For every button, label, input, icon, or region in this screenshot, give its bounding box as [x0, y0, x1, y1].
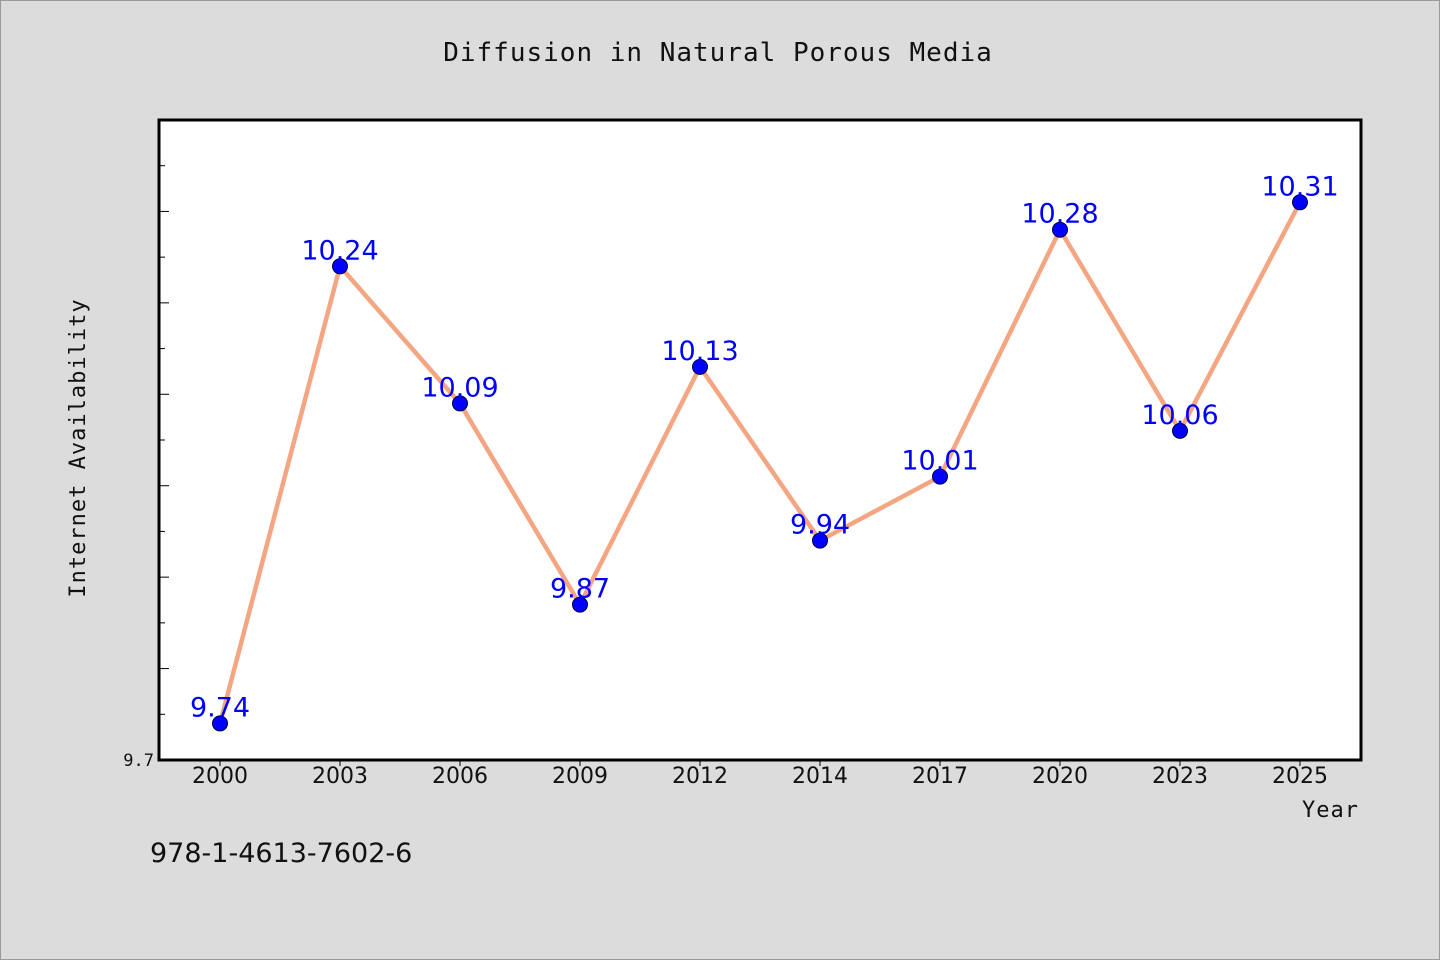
data-label-2020: 10.28 — [1021, 199, 1098, 230]
data-label-2000: 9.74 — [190, 692, 250, 723]
series-line — [217, 200, 1303, 726]
data-point-2014 — [812, 532, 828, 549]
data-label-2009: 9.87 — [550, 574, 610, 605]
data-point-2023 — [1172, 422, 1188, 439]
x-tick-label: 2017 — [912, 764, 968, 789]
data-point-2025 — [1292, 194, 1308, 211]
data-point-2003 — [332, 258, 348, 275]
isbn-text: 978-1-4613-7602-6 — [150, 838, 412, 869]
data-labels-group: 9.74 10.24 10.09 9.87 10.13 9.94 10.01 10.28 10.… — [190, 171, 1339, 723]
data-label-2012: 10.13 — [661, 336, 738, 367]
y-axis-label: Internet Availability — [66, 298, 91, 597]
data-label-2006: 10.09 — [421, 372, 498, 403]
x-tick-label: 2025 — [1272, 764, 1328, 789]
x-tick-label: 2000 — [192, 764, 248, 789]
data-label-2003: 10.24 — [301, 235, 378, 266]
x-axis-ticks — [219, 760, 1301, 766]
y-axis-tick-labels: 9.7 — [123, 751, 154, 771]
data-point-2006 — [452, 395, 468, 412]
x-tick-label: 2020 — [1032, 764, 1088, 789]
data-point-2017 — [932, 468, 948, 485]
plot-area — [157, 118, 1363, 762]
series-line-group — [217, 200, 1303, 726]
x-tick-label: 2012 — [672, 764, 728, 789]
data-point-2012 — [692, 358, 708, 375]
chart-title: Diffusion in Natural Porous Media — [443, 38, 993, 68]
data-point-2009 — [572, 596, 588, 613]
x-axis-tick-labels: 2000 2003 2006 2009 2012 2014 2017 2020 2023 2025 — [192, 764, 1328, 789]
data-label-2017: 10.01 — [901, 446, 978, 477]
x-tick-label: 2003 — [312, 764, 368, 789]
x-tick-label: 2009 — [552, 764, 608, 789]
x-tick-label: 2006 — [432, 764, 488, 789]
data-label-2023: 10.06 — [1141, 400, 1218, 431]
x-axis-label: Year — [1302, 798, 1359, 823]
x-tick-label: 2014 — [792, 764, 848, 789]
y-axis-ticks — [159, 119, 169, 761]
data-point-2000 — [212, 715, 228, 732]
data-point-2020 — [1052, 221, 1068, 238]
data-label-2014: 9.94 — [790, 510, 850, 541]
series-markers-group — [212, 194, 1308, 732]
data-label-2025: 10.31 — [1261, 171, 1338, 202]
y-tick-label: 9.7 — [123, 751, 154, 771]
x-tick-label: 2023 — [1152, 764, 1208, 789]
